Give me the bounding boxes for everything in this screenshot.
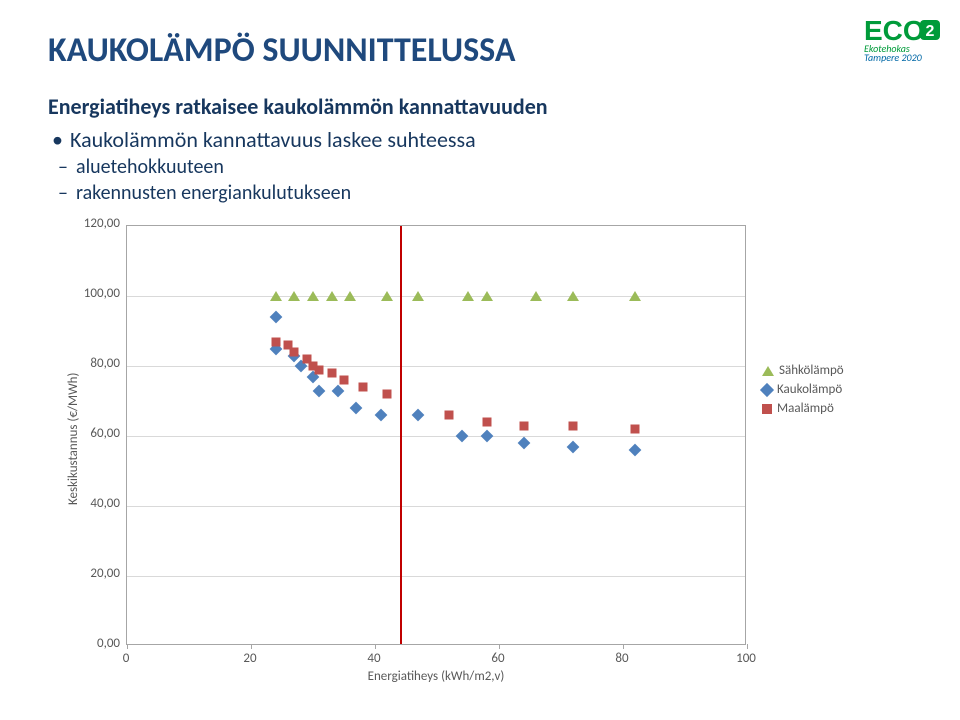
x-tick-mark bbox=[127, 644, 128, 649]
subbullet-2: rakennusten energiankulutukseen bbox=[48, 181, 912, 205]
y-tick: 120,00 bbox=[60, 216, 120, 231]
data-point bbox=[375, 409, 388, 422]
data-point bbox=[569, 421, 578, 430]
data-point bbox=[313, 384, 326, 397]
data-point bbox=[331, 384, 344, 397]
y-tick: 0,00 bbox=[60, 636, 120, 651]
data-point bbox=[629, 444, 642, 457]
y-tick: 40,00 bbox=[60, 496, 120, 511]
legend: Sähkölämpö Kaukolämpö Maalämpö bbox=[762, 359, 888, 420]
data-point bbox=[412, 291, 424, 301]
data-point bbox=[482, 418, 491, 427]
data-point bbox=[271, 337, 280, 346]
bullet-list: Kaukolämmön kannattavuus laskee suhteess… bbox=[48, 126, 912, 205]
data-point bbox=[381, 291, 393, 301]
gridline-y bbox=[127, 576, 745, 577]
slide-subtitle: Energiatiheys ratkaisee kaukolämmön kann… bbox=[48, 93, 912, 120]
data-point bbox=[315, 365, 324, 374]
data-point bbox=[344, 291, 356, 301]
x-tick-mark bbox=[623, 644, 624, 649]
data-point bbox=[455, 430, 468, 443]
legend-marker-icon bbox=[762, 366, 774, 376]
data-point bbox=[290, 348, 299, 357]
legend-marker-icon bbox=[760, 383, 774, 397]
data-point bbox=[350, 402, 363, 415]
slide: ECO 2 Ekotehokas Tampere 2020 KAUKOLÄMPÖ… bbox=[0, 0, 960, 720]
data-point bbox=[383, 390, 392, 399]
legend-label: Maalämpö bbox=[777, 401, 834, 416]
gridline-y bbox=[127, 366, 745, 367]
y-tick: 60,00 bbox=[60, 426, 120, 441]
data-point bbox=[517, 437, 530, 450]
x-axis-label: Energiatiheys (kWh/m2,v) bbox=[126, 669, 746, 684]
x-tick: 80 bbox=[602, 651, 642, 666]
logo-tampere: Tampere 2020 bbox=[864, 53, 944, 62]
data-point bbox=[462, 291, 474, 301]
legend-label: Kaukolämpö bbox=[777, 382, 842, 397]
data-point bbox=[327, 369, 336, 378]
gridline-y bbox=[127, 436, 745, 437]
x-tick: 20 bbox=[230, 651, 270, 666]
data-point bbox=[269, 311, 282, 324]
data-point bbox=[519, 421, 528, 430]
y-tick: 20,00 bbox=[60, 566, 120, 581]
gridline-y bbox=[127, 296, 745, 297]
data-point bbox=[631, 425, 640, 434]
x-tick-mark bbox=[747, 644, 748, 649]
subbullet-1: aluetehokkuuteen bbox=[48, 155, 912, 179]
plot-area bbox=[126, 225, 746, 645]
scatter-chart: Keskikustannus (€/MWh) Energiatiheys (kW… bbox=[48, 219, 888, 689]
x-tick: 60 bbox=[478, 651, 518, 666]
data-point bbox=[567, 291, 579, 301]
y-tick: 80,00 bbox=[60, 356, 120, 371]
data-point bbox=[481, 291, 493, 301]
data-point bbox=[307, 291, 319, 301]
data-point bbox=[445, 411, 454, 420]
x-tick: 100 bbox=[726, 651, 766, 666]
x-tick-mark bbox=[499, 644, 500, 649]
logo-two-text: 2 bbox=[926, 23, 935, 40]
legend-item: Kaukolämpö bbox=[762, 382, 888, 397]
legend-item: Maalämpö bbox=[762, 401, 888, 416]
x-tick-mark bbox=[251, 644, 252, 649]
data-point bbox=[326, 291, 338, 301]
data-point bbox=[480, 430, 493, 443]
legend-marker-icon bbox=[762, 404, 772, 414]
slide-title: KAUKOLÄMPÖ SUUNNITTELUSSA bbox=[48, 30, 912, 71]
data-point bbox=[530, 291, 542, 301]
data-point bbox=[358, 383, 367, 392]
data-point bbox=[270, 291, 282, 301]
data-point bbox=[340, 376, 349, 385]
divider-line bbox=[400, 226, 402, 644]
data-point bbox=[288, 291, 300, 301]
y-tick: 100,00 bbox=[60, 286, 120, 301]
legend-item: Sähkölämpö bbox=[762, 363, 888, 378]
x-tick: 0 bbox=[106, 651, 146, 666]
gridline-y bbox=[127, 506, 745, 507]
bullet-1: Kaukolämmön kannattavuus laskee suhteess… bbox=[48, 126, 912, 153]
data-point bbox=[629, 291, 641, 301]
data-point bbox=[567, 440, 580, 453]
eco2-logo: ECO 2 Ekotehokas Tampere 2020 bbox=[864, 14, 944, 62]
legend-label: Sähkölämpö bbox=[779, 363, 844, 378]
x-tick-mark bbox=[375, 644, 376, 649]
x-tick: 40 bbox=[354, 651, 394, 666]
data-point bbox=[412, 409, 425, 422]
